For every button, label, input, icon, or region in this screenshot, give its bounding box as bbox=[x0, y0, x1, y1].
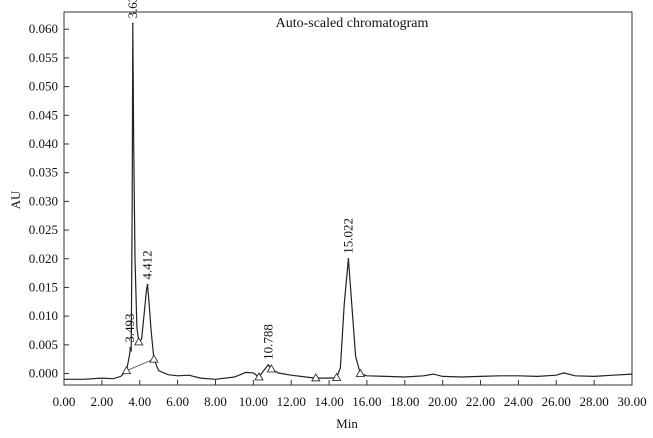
y-tick-label: 0.050 bbox=[29, 79, 58, 94]
y-tick-label: 0.035 bbox=[29, 165, 58, 180]
y-tick-label: 0.055 bbox=[29, 50, 58, 65]
x-axis-ticks: 0.00 2.00 4.00 6.00 8.00 10.00 12.00 14.00 16.00… bbox=[53, 380, 647, 409]
baseline-marker bbox=[266, 364, 277, 373]
x-tick-label: 28.00 bbox=[580, 394, 609, 409]
baseline-marker bbox=[149, 354, 159, 363]
integration-baseline bbox=[126, 358, 155, 372]
x-tick-label: 4.00 bbox=[128, 394, 151, 409]
y-tick-label: 0.020 bbox=[29, 251, 58, 266]
baseline-marker bbox=[134, 337, 144, 346]
baseline-marker bbox=[254, 372, 264, 381]
y-tick-label: 0.030 bbox=[29, 193, 58, 208]
peak-label: 15.022 bbox=[340, 218, 355, 254]
peak-point bbox=[267, 364, 270, 366]
y-axis-ticks: 0.000 0.005 0.010 0.015 0.020 0.025 0.030 0.035… bbox=[29, 21, 69, 381]
baseline-marker bbox=[121, 365, 132, 375]
chromatogram-trace bbox=[64, 23, 633, 380]
y-tick-label: 0.040 bbox=[29, 136, 58, 151]
x-axis-label: Min bbox=[336, 416, 358, 431]
y-tick-label: 0.005 bbox=[29, 337, 58, 352]
x-tick-label: 6.00 bbox=[166, 394, 189, 409]
baseline-marker bbox=[311, 372, 321, 382]
chart-title: Auto-scaled chromatogram bbox=[276, 16, 429, 31]
y-tick-label: 0.045 bbox=[29, 107, 58, 122]
x-tick-label: 10.00 bbox=[239, 394, 268, 409]
y-tick-label: 0.015 bbox=[29, 279, 58, 294]
x-tick-label: 22.00 bbox=[466, 394, 495, 409]
trace-layer bbox=[64, 23, 633, 380]
peak-label: 10.788 bbox=[260, 324, 275, 360]
y-tick-label: 0.060 bbox=[29, 21, 58, 36]
x-tick-label: 0.00 bbox=[53, 394, 76, 409]
peak-point bbox=[146, 283, 149, 286]
plot-frame bbox=[63, 11, 633, 386]
y-tick-label: 0.025 bbox=[29, 222, 58, 237]
x-tick-label: 14.00 bbox=[314, 394, 343, 409]
x-tick-label: 2.00 bbox=[90, 394, 113, 409]
peak-label: 4.412 bbox=[140, 250, 155, 279]
x-tick-label: 12.00 bbox=[277, 394, 306, 409]
baseline-marker bbox=[331, 372, 342, 381]
peak-point bbox=[129, 346, 131, 349]
peak-point bbox=[347, 257, 350, 260]
y-axis-label: AU bbox=[8, 190, 23, 209]
x-tick-label: 24.00 bbox=[504, 394, 533, 409]
x-tick-label: 30.00 bbox=[617, 394, 646, 409]
baseline-markers bbox=[121, 337, 366, 382]
peak-labels: 3.493 3.635 4.412 10.788 15.022 bbox=[122, 0, 355, 366]
x-tick-label: 16.00 bbox=[352, 394, 381, 409]
y-tick-label: 0.010 bbox=[29, 308, 58, 323]
peak-label: 3.493 bbox=[122, 313, 137, 342]
x-tick-label: 20.00 bbox=[428, 394, 457, 409]
peak-label: 3.635 bbox=[125, 0, 140, 18]
baseline-marker bbox=[355, 368, 366, 377]
x-tick-label: 18.00 bbox=[390, 394, 419, 409]
x-tick-label: 26.00 bbox=[542, 394, 571, 409]
peak-point bbox=[132, 22, 134, 25]
y-tick-label: 0.000 bbox=[29, 366, 58, 381]
x-tick-label: 8.00 bbox=[204, 394, 227, 409]
